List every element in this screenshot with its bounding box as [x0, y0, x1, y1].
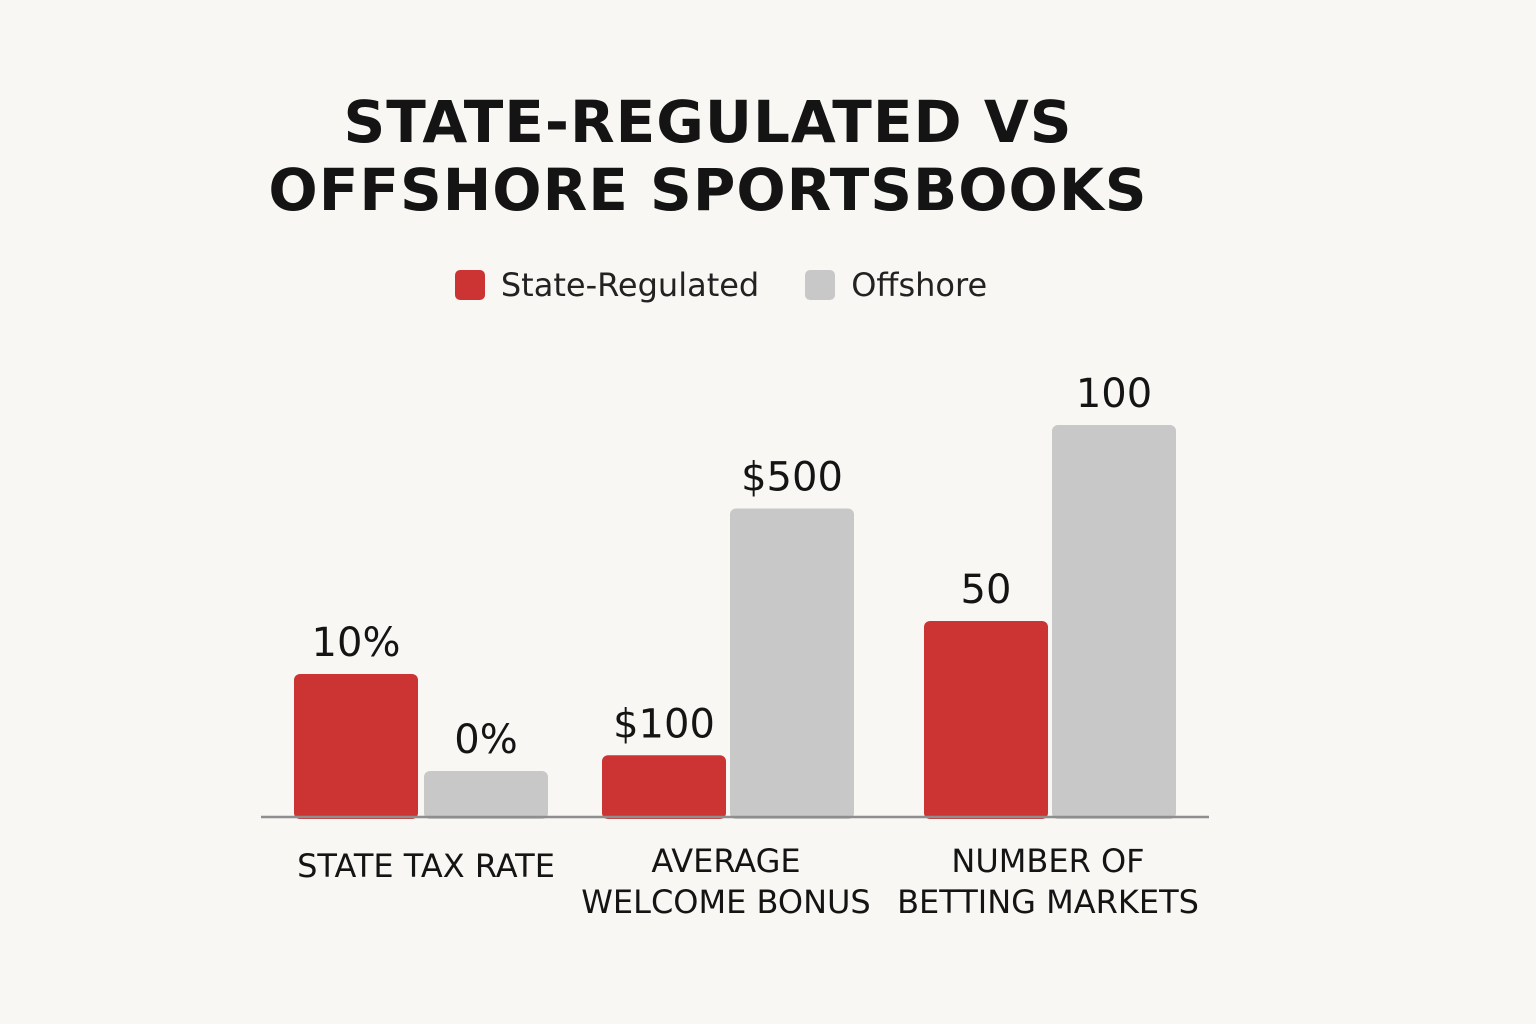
data-label-state-tax-rate-state-regulated: 10% — [312, 620, 401, 666]
data-label-number-of-betting-markets-offshore: 100 — [1076, 371, 1152, 417]
bar-number-of-betting-markets-state-regulated — [924, 621, 1048, 819]
data-label-number-of-betting-markets-state-regulated: 50 — [961, 567, 1012, 613]
legend-label-offshore: Offshore — [851, 266, 988, 304]
legend-label-state-regulated: State-Regulated — [500, 266, 760, 304]
category-label-average-welcome-bonus-line-1: AVERAGE — [651, 842, 800, 880]
bar-state-tax-rate-offshore — [424, 771, 548, 819]
category-label-number-of-betting-markets-line-1: NUMBER OF — [951, 842, 1144, 880]
chart-title-line-2: OFFSHORE SPORTSBOOKS — [268, 156, 1148, 224]
category-label-average-welcome-bonus-line-2: WELCOME BONUS — [581, 883, 870, 921]
legend-swatch-offshore — [805, 270, 836, 300]
chart-title-line-1: STATE-REGULATED VS — [343, 88, 1073, 156]
data-label-state-tax-rate-offshore: 0% — [454, 717, 517, 763]
bar-average-welcome-bonus-state-regulated — [602, 755, 726, 819]
category-label-number-of-betting-markets-line-2: BETTING MARKETS — [897, 883, 1199, 921]
chart-legend: State-Regulated Offshore — [0, 266, 1442, 304]
data-label-average-welcome-bonus-state-regulated: $100 — [613, 701, 715, 747]
category-label-state-tax-rate-line-1: STATE TAX RATE — [297, 847, 555, 885]
bar-number-of-betting-markets-offshore — [1052, 425, 1176, 819]
bar-average-welcome-bonus-offshore — [730, 508, 854, 819]
data-label-average-welcome-bonus-offshore: $500 — [741, 455, 843, 501]
legend-item-offshore: Offshore — [805, 266, 987, 304]
chart-title: STATE-REGULATED VS OFFSHORE SPORTSBOOKS — [0, 88, 1416, 224]
legend-swatch-state-regulated — [454, 270, 485, 300]
bar-state-tax-rate-state-regulated — [294, 674, 418, 819]
legend-item-state-regulated: State-Regulated — [454, 266, 760, 304]
